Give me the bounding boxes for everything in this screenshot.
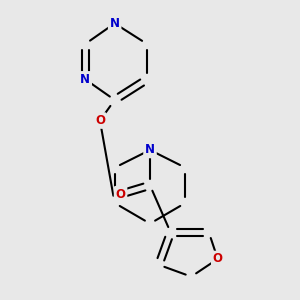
Text: N: N <box>110 17 120 30</box>
Text: O: O <box>116 188 126 201</box>
Text: N: N <box>145 143 155 157</box>
Text: O: O <box>95 114 105 127</box>
Text: N: N <box>80 73 90 86</box>
Text: O: O <box>213 252 223 266</box>
